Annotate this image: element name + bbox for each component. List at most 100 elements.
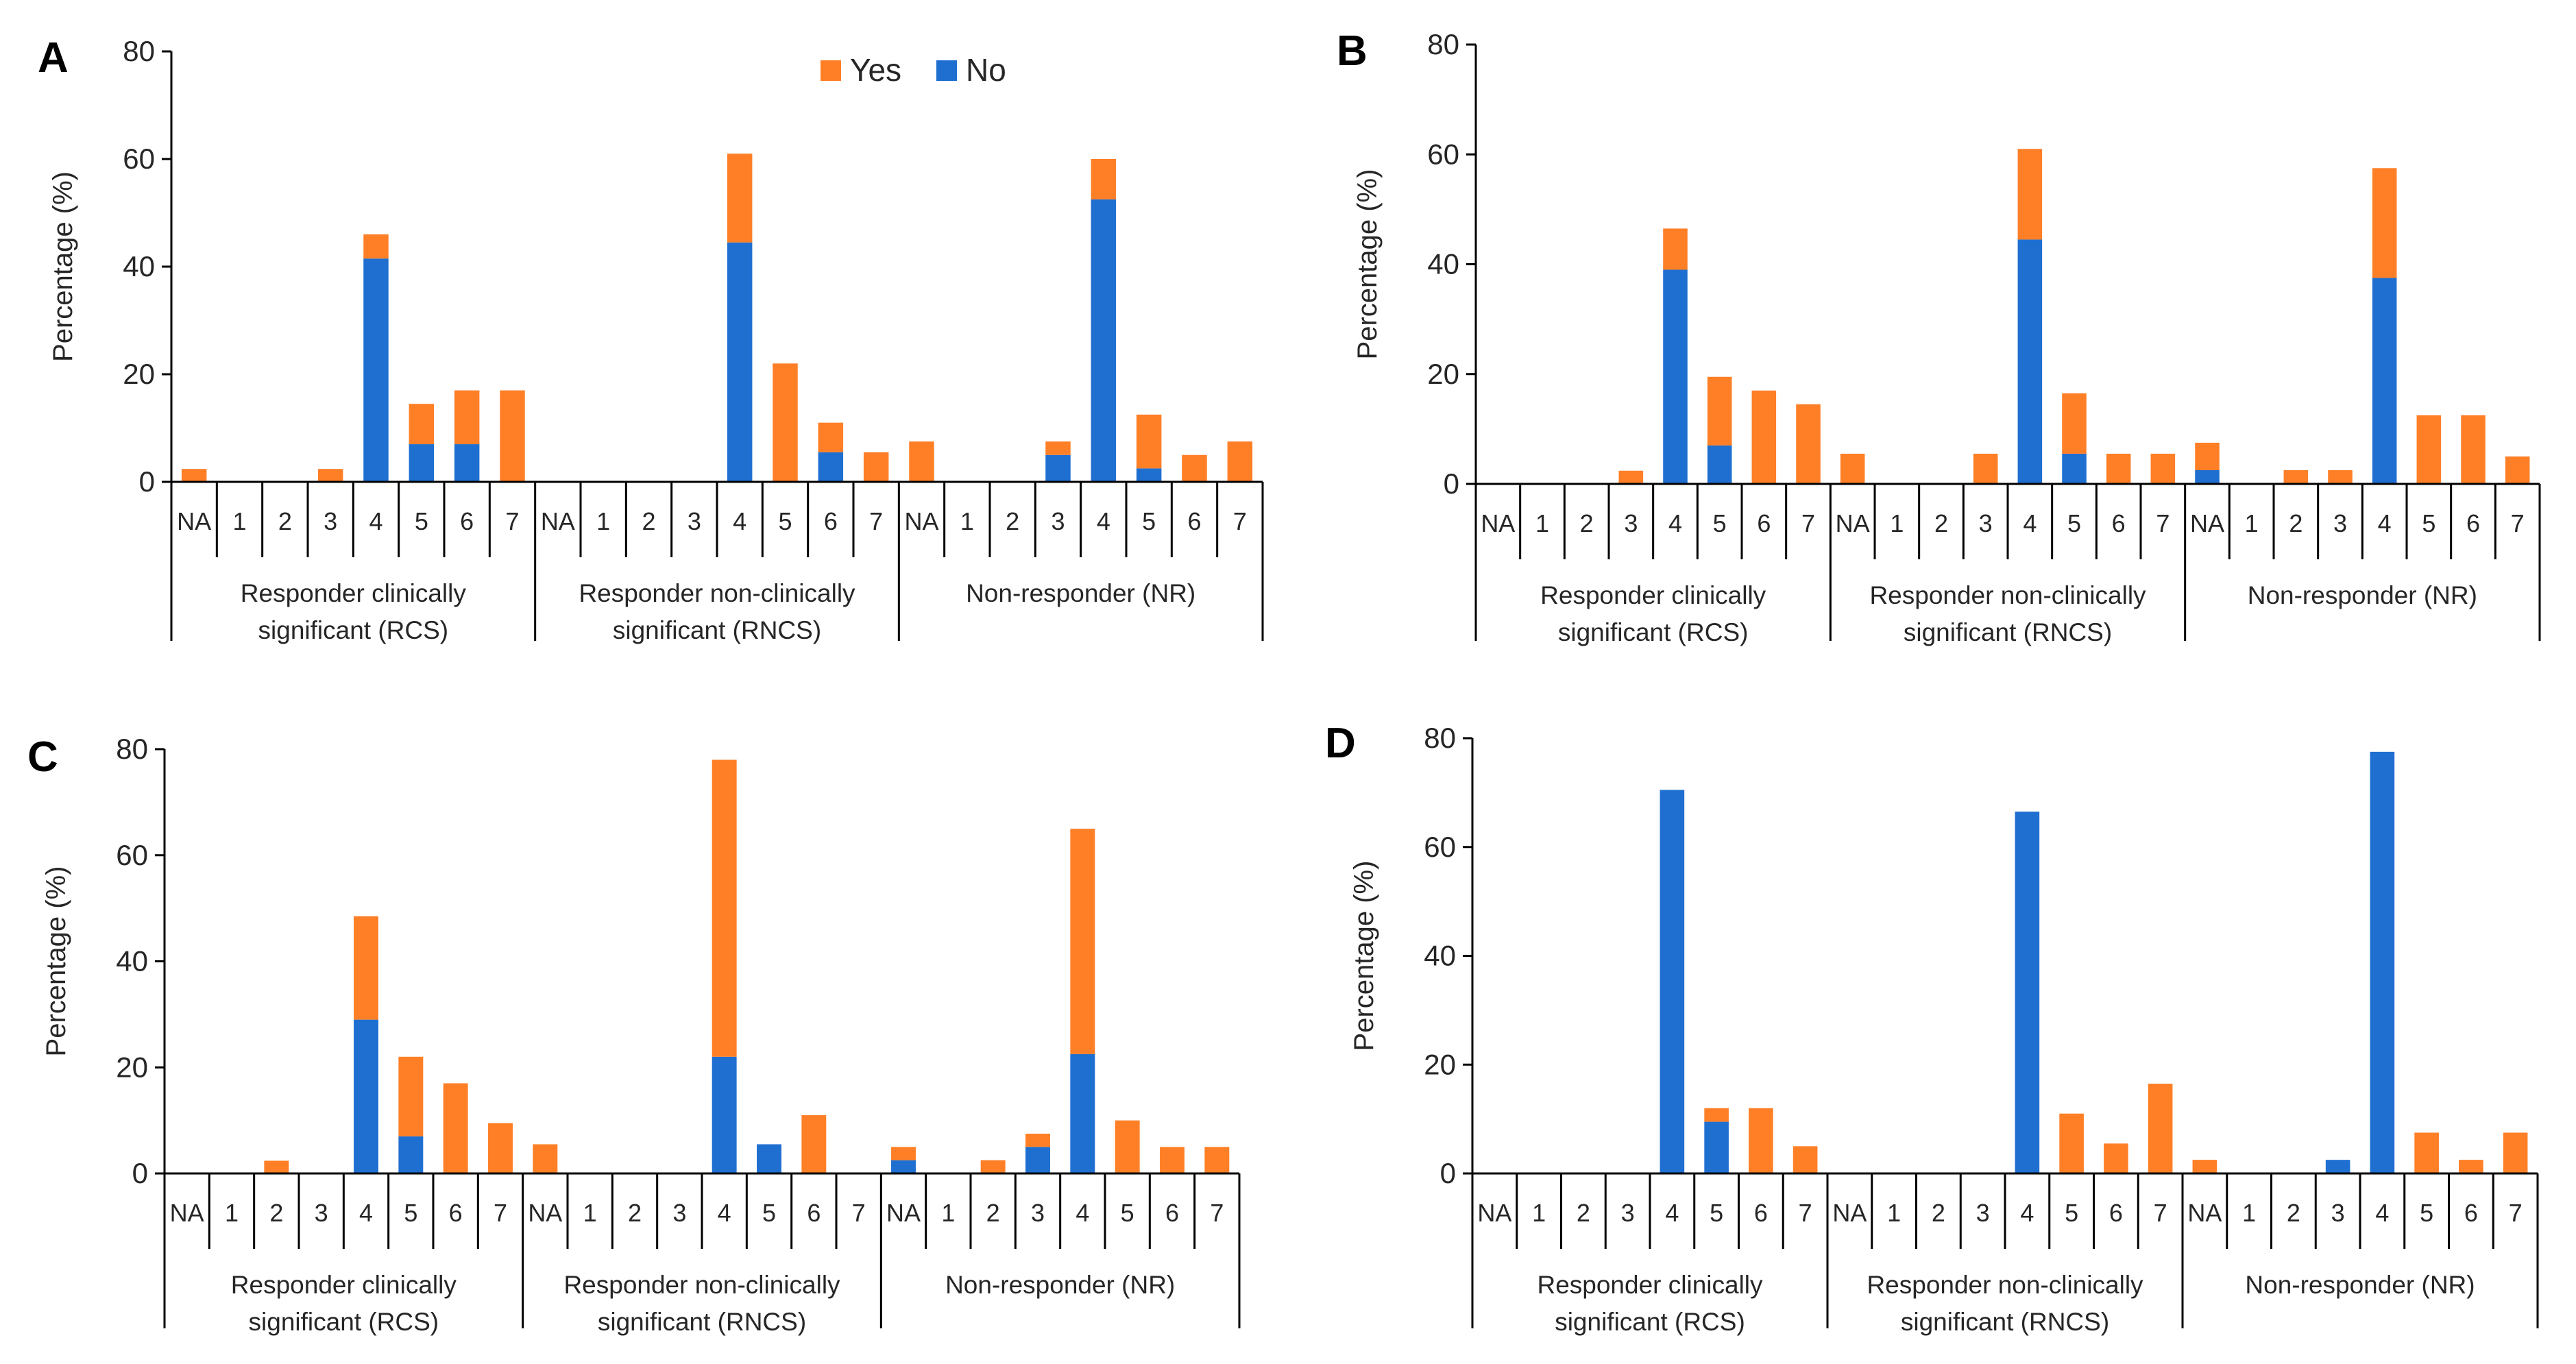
y-tick-label: 60 [1427,138,1459,170]
x-tick-label: 3 [672,1199,686,1227]
bar-no [354,1019,378,1173]
bar-yes [488,1123,513,1173]
x-tick-label: 2 [628,1199,642,1227]
bar-yes [891,1147,916,1160]
bar-no [398,1136,424,1173]
x-tick-label: 7 [852,1199,866,1227]
group-label: Responder clinically [1540,581,1766,609]
bar-yes [1751,390,1777,484]
bar-no [2195,470,2220,484]
x-tick-label: 3 [2331,1199,2345,1227]
bar-no [1663,269,1688,484]
y-tick-label: 80 [123,35,155,67]
bar-yes [2059,1113,2084,1173]
x-tick-label: 2 [269,1199,283,1227]
x-tick-label: 3 [688,507,701,535]
x-tick-label: 4 [359,1199,373,1227]
bar-no [1136,468,1162,482]
x-tick-label: 3 [1624,509,1638,537]
x-tick-label: 5 [415,507,428,535]
y-axis-label: Percentage (%) [1352,169,1383,360]
x-tick-label: NA [177,507,211,535]
x-tick-label: 2 [1934,509,1948,537]
bar-yes [409,404,435,445]
x-tick-label: 7 [2509,1199,2523,1227]
x-tick-label: 1 [1532,1199,1546,1227]
x-tick-label: 4 [733,507,746,535]
y-axis-label: Percentage (%) [48,171,78,362]
x-tick-label: NA [170,1199,204,1227]
x-tick-label: 1 [2242,1199,2256,1227]
x-tick-label: 1 [960,507,974,535]
x-tick-label: 6 [449,1199,463,1227]
bar-yes [500,390,525,482]
x-tick-label: 7 [2154,1199,2167,1227]
x-tick-label: 4 [718,1199,731,1227]
bar-yes [1025,1133,1050,1147]
legend-no-swatch [936,60,957,81]
bar-no [454,444,480,482]
bar-yes [2283,470,2309,484]
x-tick-label: 4 [2020,1199,2034,1227]
x-tick-label: 3 [1976,1199,1990,1227]
x-tick-label: 3 [2333,509,2347,537]
panel-letter: D [1325,720,1356,767]
x-tick-label: 2 [1577,1199,1590,1227]
bar-no [757,1144,781,1173]
y-axis-label: Percentage (%) [1349,861,1379,1051]
bar-yes [863,452,889,482]
chart-panel-b: B Percentage (%) 0 20 40 60 80 NA 1 2 3 4 5 6 7 NA 1 2 3 4 5… [1337,27,2541,646]
x-tick-label: 4 [369,507,382,535]
bar-no [712,1056,737,1173]
bar-yes [1973,453,1998,484]
group-label: Non-responder (NR) [2245,1271,2475,1299]
bar-yes [1618,470,1644,484]
x-tick-label: 3 [1051,507,1065,535]
x-tick-label: 3 [1979,509,1993,537]
x-tick-label: 1 [225,1199,239,1227]
bar-yes [2062,393,2087,454]
x-tick-label: NA [541,507,575,535]
bar-yes [2328,470,2353,484]
bar-yes [1091,159,1117,199]
x-tick-label: 2 [1006,507,1019,535]
x-tick-label: 2 [642,507,655,535]
x-tick-label: 2 [1580,509,1594,537]
x-tick-label: 4 [1076,1199,1089,1227]
x-tick-label: NA [1481,509,1515,537]
x-tick-label: 6 [1165,1199,1179,1227]
y-tick-label: 20 [123,358,155,390]
x-tick-label: 4 [1668,509,1682,537]
bar-no [2372,278,2397,484]
x-tick-label: 2 [2287,1199,2300,1227]
bar-yes [1115,1120,1140,1173]
bar-no [2370,751,2395,1173]
y-tick-label: 40 [1427,248,1459,280]
bar-no [409,444,435,482]
x-tick-label: 6 [824,507,838,535]
x-tick-label: 5 [2065,1199,2078,1227]
bar-no [363,258,389,482]
x-tick-label: NA [904,507,938,535]
bar-yes [818,422,844,452]
x-tick-label: 3 [1621,1199,1635,1227]
bar-yes [398,1056,424,1136]
x-tick-label: 6 [807,1199,821,1227]
bar-yes [1793,1146,1818,1173]
y-tick-label: 20 [116,1051,148,1083]
y-tick-label: 80 [116,733,148,765]
group-label: significant (RCS) [258,616,449,644]
x-tick-label: NA [1477,1199,1511,1227]
group-label: significant (RNCS) [598,1308,806,1336]
y-tick-label: 40 [123,250,155,282]
x-tick-label: 4 [2023,509,2037,537]
bar-yes [2104,1143,2128,1173]
x-tick-label: NA [1836,509,1870,537]
bar-yes [1749,1108,1773,1173]
panel-letter: A [38,34,69,82]
bar-yes [2505,456,2530,484]
bar-yes [2461,415,2486,484]
legend-yes-swatch [821,60,841,81]
x-tick-label: 2 [278,507,292,535]
